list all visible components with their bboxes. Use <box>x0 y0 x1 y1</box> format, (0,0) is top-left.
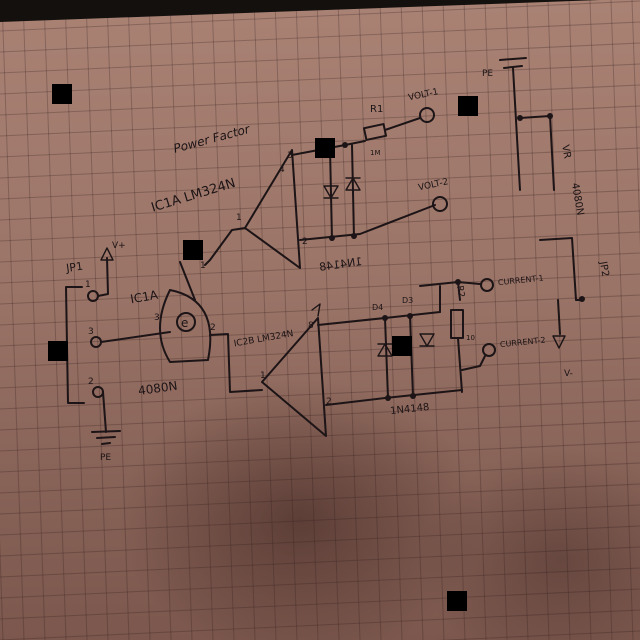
volt1-terminal <box>419 107 435 123</box>
current2-label: CURRENT-2 <box>500 336 546 350</box>
vr-supply-block: PE VR <box>482 57 572 191</box>
jp2-label: JP2 <box>597 260 611 278</box>
ic-bottom-part: 4080N <box>137 379 178 398</box>
ground-symbol-left <box>91 430 121 445</box>
diode-d4-label: D4 <box>372 303 383 312</box>
opamp-top-pin-4: 4 <box>279 165 285 175</box>
ic1a-sensor: e 1 2 3 <box>154 261 216 363</box>
jp1-pin-1: 1 <box>85 280 91 290</box>
current2-terminal <box>482 343 496 357</box>
supply-v-minus: V- <box>564 369 573 379</box>
opamp-bottom: 8 1 2 <box>260 303 332 437</box>
redaction-box-7 <box>447 591 467 611</box>
jp2-block: JP2 4080N V- <box>539 182 611 379</box>
resistor-r1: R1 1M <box>362 104 421 157</box>
diode-pair-top <box>323 142 361 241</box>
ic1a-pin-1: 1 <box>200 261 206 271</box>
redaction-box-3 <box>315 138 335 158</box>
opamp-top-pin-1: 1 <box>236 213 242 223</box>
redaction-box-1 <box>52 84 72 104</box>
redaction-box-4 <box>183 240 203 260</box>
jp1-pin1-terminal <box>87 290 99 302</box>
ground-pe-left: PE <box>100 453 111 463</box>
opamp-top-pin-3: 3 <box>287 151 293 161</box>
resistor-r1-label: R1 <box>370 104 383 115</box>
title-text: Power Factor <box>172 122 252 156</box>
opamp-top-pin-2: 2 <box>302 237 308 247</box>
diode-pair-top-label: 1N4148 <box>318 255 363 274</box>
diode-pair-bottom: D4 D3 <box>372 296 435 401</box>
ic2b-label: IC2B LM324N <box>233 329 294 349</box>
resistor-r2-value: 10 <box>466 334 475 342</box>
diode-pair-bottom-label: 1N4148 <box>390 402 430 417</box>
jp1-pin2-terminal <box>92 386 104 398</box>
vr-label: VR <box>559 144 572 160</box>
resistor-r1-value: 1M <box>370 149 381 157</box>
ic1a-pin-3: 3 <box>154 313 160 323</box>
opamp-bottom-pin-1: 1 <box>260 371 266 381</box>
jp1-pin-3: 3 <box>88 327 94 337</box>
ic1a-top-label: IC1A LM324N <box>150 176 238 216</box>
redaction-box-6 <box>392 336 412 356</box>
resistor-r2: R2 10 <box>419 279 475 393</box>
jp1-pin-2: 2 <box>88 377 94 387</box>
ic2b-part-right: 4080N <box>569 182 586 216</box>
volt2-label: VOLT-2 <box>417 177 449 193</box>
opamp-top: 3 4 1 2 <box>236 149 308 269</box>
ic1a-sensor-glyph: e <box>181 316 188 330</box>
jp1-pin3-terminal <box>90 336 102 348</box>
supply-v-plus: V+ <box>112 241 126 251</box>
diode-d3-label: D3 <box>402 296 413 305</box>
redaction-box-5 <box>48 341 68 361</box>
jp1-connector: 1 3 2 JP1 <box>64 260 104 404</box>
current1-terminal <box>480 278 494 292</box>
ic1a-mid-label: IC1A <box>129 288 160 307</box>
volt1-label: VOLT-1 <box>407 87 439 103</box>
opamp-bottom-pin-2: 2 <box>326 397 332 407</box>
volt2-terminal <box>432 196 448 212</box>
jp1-label: JP1 <box>64 260 84 275</box>
redaction-box-2 <box>458 96 478 116</box>
current1-label: CURRENT-1 <box>498 274 544 288</box>
opamp-bottom-pin-8: 8 <box>308 321 314 331</box>
ic1a-pin-2: 2 <box>210 323 216 333</box>
resistor-r2-label: R2 <box>454 285 466 299</box>
ground-pe-right: PE <box>482 69 493 79</box>
